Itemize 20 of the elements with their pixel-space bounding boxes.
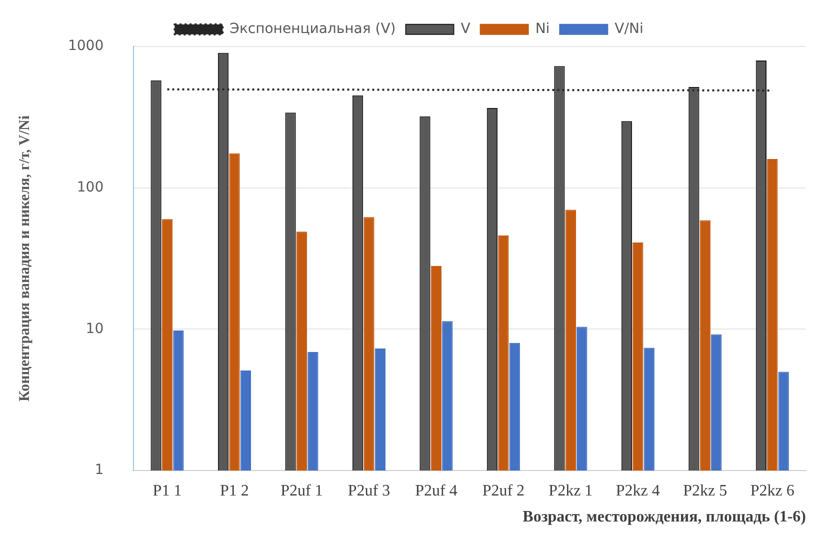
legend-label: Ni bbox=[535, 21, 550, 38]
y-tick-label: 1 bbox=[94, 462, 104, 478]
x-tick-label: P1 1 bbox=[152, 482, 182, 500]
y-axis-title: Концентрация ванадия и никеля, г/т, V/Ni bbox=[16, 116, 33, 402]
x-axis-title: Возраст, месторождения, площадь (1-6) bbox=[522, 508, 806, 526]
x-tick-label: P2kz 6 bbox=[750, 482, 794, 500]
x-tick-label: P2kz 5 bbox=[683, 482, 728, 500]
y-tick-label: 10 bbox=[86, 320, 104, 337]
y-tick-label: 1000 bbox=[68, 38, 104, 54]
x-tick-label: P2uf 1 bbox=[280, 482, 323, 500]
x-tick-label: P2uf 4 bbox=[415, 482, 458, 500]
legend-label: V bbox=[460, 21, 471, 38]
x-tick-label: P2uf 2 bbox=[482, 482, 525, 500]
x-tick-label: P2uf 3 bbox=[348, 482, 390, 500]
x-tick-label: P1 2 bbox=[220, 482, 249, 500]
x-tick-label: P2kz 4 bbox=[616, 482, 660, 500]
legend-label: Экспоненциальная (V) bbox=[230, 21, 396, 38]
x-tick-label: P2kz 1 bbox=[548, 482, 593, 500]
legend-label: V/Ni bbox=[614, 21, 644, 38]
y-tick-label: 100 bbox=[76, 179, 104, 196]
